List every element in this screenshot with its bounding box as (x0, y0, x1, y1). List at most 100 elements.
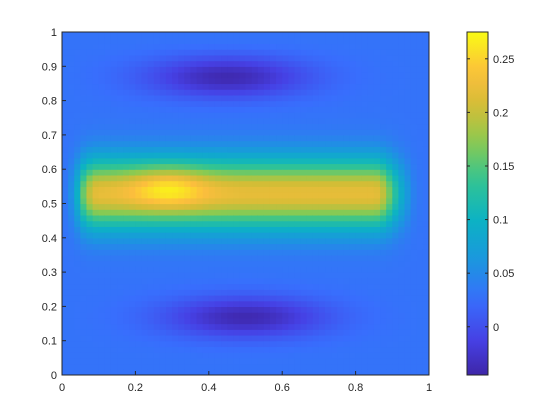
heatmap-cell (386, 94, 393, 102)
heatmap-cell (80, 37, 88, 45)
heatmap-cell (227, 329, 234, 336)
heatmap-cell (86, 146, 94, 153)
heatmap-cell (318, 112, 326, 119)
heatmap-cell (337, 163, 344, 170)
heatmap-cell (92, 66, 100, 73)
heatmap-cell (68, 134, 75, 142)
heatmap-cell (74, 77, 81, 85)
heatmap-cell (104, 254, 112, 262)
heatmap-cell (80, 306, 88, 313)
heatmap-cell (318, 323, 326, 330)
heatmap-cell (172, 220, 179, 227)
heatmap-cell (294, 289, 302, 296)
heatmap-cell (392, 306, 400, 313)
heatmap-cell (312, 220, 320, 227)
heatmap-cell (147, 94, 155, 102)
heatmap-cell (282, 100, 289, 107)
heatmap-cell (380, 100, 387, 107)
heatmap-cell (80, 340, 88, 348)
heatmap-cell (404, 266, 412, 273)
heatmap-cell (92, 37, 100, 45)
heatmap-cell (233, 129, 240, 136)
heatmap-cell (300, 123, 308, 130)
heatmap-cell (331, 340, 338, 348)
heatmap-cell (294, 94, 302, 102)
heatmap-cell (251, 329, 259, 336)
heatmap-cell (80, 32, 88, 39)
heatmap-cell (135, 340, 143, 348)
heatmap-cell (208, 243, 216, 250)
heatmap-cell (172, 300, 179, 307)
heatmap-cell (404, 54, 412, 62)
heatmap-cell (110, 209, 118, 216)
heatmap-cell (331, 43, 338, 50)
heatmap-cell (269, 129, 277, 136)
heatmap-cell (129, 369, 136, 375)
heatmap-cell (74, 89, 81, 96)
heatmap-cell (373, 123, 381, 130)
heatmap-cell (312, 83, 320, 90)
heatmap-cell (306, 214, 314, 222)
heatmap-cell (104, 146, 112, 153)
heatmap-cell (331, 203, 338, 210)
heatmap-cell (68, 123, 75, 130)
heatmap-cell (325, 77, 332, 85)
heatmap-cell (404, 317, 412, 325)
heatmap-cell (86, 317, 94, 325)
heatmap-cell (239, 72, 247, 79)
heatmap-cell (331, 300, 338, 307)
heatmap-cell (398, 117, 406, 125)
heatmap-cell (380, 117, 387, 125)
heatmap-cell (165, 89, 173, 96)
heatmap-cell (294, 272, 302, 279)
heatmap-cell (312, 174, 320, 182)
heatmap-cell (178, 289, 185, 296)
heatmap-cell (202, 294, 210, 302)
heatmap-cell (202, 232, 210, 239)
heatmap-cell (221, 312, 228, 319)
heatmap-cell (110, 226, 118, 233)
heatmap-cell (159, 186, 167, 193)
heatmap-cell (135, 100, 143, 107)
heatmap-cell (110, 112, 118, 119)
heatmap-cell (343, 66, 351, 73)
heatmap-cell (318, 203, 326, 210)
heatmap-cell (257, 260, 265, 267)
heatmap-cell (398, 312, 406, 319)
heatmap-cell (208, 289, 216, 296)
heatmap-cell (392, 220, 400, 227)
heatmap-cell (251, 226, 259, 233)
heatmap-cell (245, 66, 253, 73)
heatmap-cell (153, 306, 161, 313)
heatmap-cell (123, 83, 130, 90)
heatmap-cell (257, 117, 265, 125)
heatmap-cell (294, 60, 302, 67)
heatmap-cell (110, 312, 118, 319)
heatmap-cell (184, 226, 192, 233)
heatmap-cell (282, 174, 289, 182)
heatmap-cell (147, 146, 155, 153)
heatmap-cell (251, 237, 259, 245)
heatmap-cell (300, 49, 308, 56)
heatmap-cell (245, 346, 253, 353)
heatmap-cell (276, 163, 283, 170)
heatmap-cell (276, 186, 283, 193)
heatmap-cell (325, 112, 332, 119)
heatmap-cell (300, 72, 308, 79)
heatmap-cell (178, 112, 185, 119)
heatmap-cell (288, 100, 296, 107)
heatmap-cell (361, 112, 369, 119)
heatmap-cell (263, 117, 271, 125)
heatmap-cell (147, 312, 155, 319)
heatmap-cell (263, 174, 271, 182)
heatmap-cell (159, 352, 167, 359)
heatmap-cell (343, 37, 351, 45)
heatmap-cell (184, 300, 192, 307)
heatmap-cell (355, 163, 363, 170)
heatmap-cell (404, 220, 412, 227)
heatmap-cell (398, 272, 406, 279)
heatmap-cell (147, 369, 155, 375)
heatmap-cell (343, 226, 351, 233)
heatmap-cell (373, 277, 381, 285)
heatmap-cell (343, 369, 351, 375)
